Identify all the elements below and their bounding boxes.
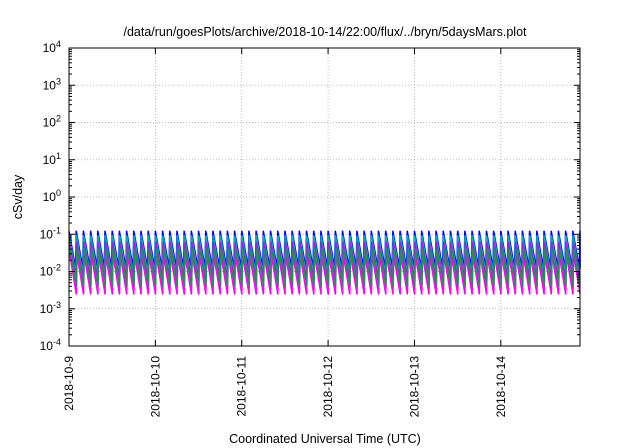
y-tick-base: 10: [43, 153, 57, 167]
y-tick-exponent: -4: [53, 337, 61, 347]
y-tick-label: 10-1: [40, 225, 61, 241]
y-tick-base: 10: [43, 190, 57, 204]
y-tick-base: 10: [40, 227, 54, 241]
y-tick-label: 104: [43, 39, 61, 55]
y-tick-label: 10-4: [40, 337, 61, 353]
x-tick-label: 2018-10-11: [235, 356, 249, 417]
y-tick-label: 102: [43, 114, 61, 130]
x-tick-label: 2018-10-14: [494, 356, 508, 418]
x-axis-label: Coordinated Universal Time (UTC): [229, 432, 421, 446]
y-tick-label: 100: [43, 188, 61, 204]
y-tick-exponent: 1: [56, 151, 61, 161]
y-tick-label: 10-2: [40, 263, 61, 279]
y-tick-base: 10: [40, 265, 54, 279]
series-line: [69, 248, 581, 288]
x-tick-label: 2018-10-9: [62, 356, 76, 411]
y-tick-exponent: -3: [53, 300, 61, 310]
y-tick-exponent: 2: [56, 114, 61, 124]
y-tick-exponent: -2: [53, 263, 61, 273]
y-tick-exponent: 3: [56, 76, 61, 86]
y-tick-base: 10: [43, 41, 57, 55]
y-axis-label: cSv/day: [11, 174, 25, 219]
x-tick-label: 2018-10-13: [407, 356, 421, 418]
x-axis: 2018-10-9 2018-10-10 2018-10-11 2018-10-12 2…: [62, 48, 508, 417]
grid: [69, 48, 580, 346]
y-tick-base: 10: [43, 78, 57, 92]
y-tick-base: 10: [43, 116, 57, 130]
x-tick-label: 2018-10-12: [321, 356, 335, 418]
y-tick-base: 10: [40, 339, 54, 353]
chart-title: /data/run/goesPlots/archive/2018-10-14/2…: [123, 25, 527, 39]
x-tick-label: 2018-10-10: [148, 356, 162, 418]
y-tick-label: 10-3: [40, 300, 61, 316]
y-tick-base: 10: [40, 302, 54, 316]
series-group: [68, 230, 581, 295]
y-tick-label: 103: [43, 76, 61, 92]
y-tick-label: 101: [43, 151, 61, 167]
y-tick-exponent: -1: [53, 225, 61, 235]
y-tick-exponent: 0: [56, 188, 61, 198]
y-tick-exponent: 4: [56, 39, 61, 49]
